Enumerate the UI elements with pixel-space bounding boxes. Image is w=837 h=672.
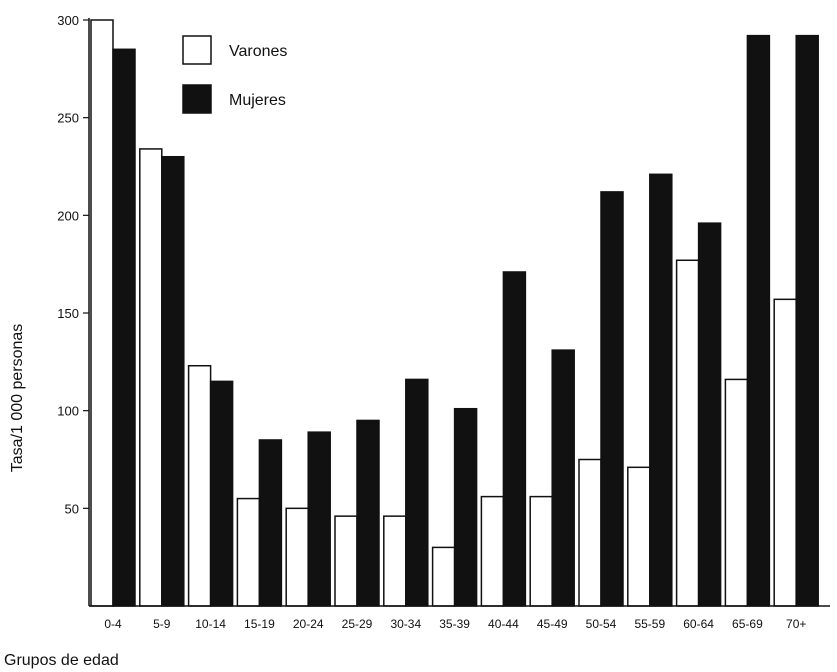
x-category-label: 40-44 [488, 617, 519, 631]
x-category-label: 10-14 [195, 617, 226, 631]
bar-mujeres-30-34 [405, 378, 429, 607]
y-tick-label: 200 [57, 208, 79, 223]
x-category-label: 5-9 [153, 617, 171, 631]
bar-varones-50-54 [578, 458, 602, 607]
bar-varones-15-19 [236, 497, 261, 607]
x-category-label: 60-64 [683, 617, 714, 631]
y-tick-label: 100 [57, 404, 79, 419]
x-category-label: 50-54 [586, 617, 617, 631]
bar-varones-60-64 [675, 259, 700, 607]
legend-label-mujeres: Mujeres [229, 92, 286, 109]
bar-mujeres-5-9 [161, 155, 185, 607]
bar-mujeres-25-29 [356, 419, 380, 607]
y-axis-title: Tasa/1 000 personas [9, 324, 26, 473]
legend-swatch-mujeres [182, 84, 212, 114]
bar-mujeres-55-59 [649, 173, 673, 607]
x-category-label: 70+ [786, 617, 806, 631]
x-category-label: 30-34 [390, 617, 421, 631]
x-category-label: 25-29 [342, 617, 373, 631]
x-category-label: 35-39 [439, 617, 470, 631]
bar-mujeres-65-69 [746, 34, 771, 607]
bar-varones-10-14 [187, 364, 212, 607]
bar-mujeres-40-44 [502, 271, 527, 607]
bar-mujeres-10-14 [209, 380, 234, 607]
y-tick-label: 300 [57, 13, 79, 28]
x-category-label: 65-69 [732, 617, 763, 631]
bar-mujeres-20-24 [307, 431, 331, 607]
bar-mujeres-60-64 [697, 222, 722, 607]
bar-mujeres-0-4 [112, 48, 136, 607]
x-axis-title: Grupos de edad [4, 652, 119, 669]
bar-varones-25-29 [334, 515, 358, 607]
bars-layer [90, 19, 819, 607]
x-category-labels: 0-4 5-9 10-14 15-19 20-24 25-29 30-34 35-39 40-4… [104, 617, 806, 631]
bar-varones-65-69 [724, 378, 749, 607]
y-tick-label: 250 [57, 111, 79, 126]
bar-varones-45-49 [529, 495, 553, 607]
bar-mujeres-70plus [795, 34, 819, 607]
y-ticks: 50 100 150 200 250 300 [57, 13, 89, 516]
bar-mujeres-45-49 [551, 349, 575, 607]
bar-varones-35-39 [431, 546, 456, 607]
y-tick-label: 150 [57, 306, 79, 321]
bar-mujeres-35-39 [453, 407, 478, 607]
x-category-label: 45-49 [537, 617, 568, 631]
bar-varones-0-4 [90, 19, 114, 607]
y-tick-label: 50 [65, 501, 79, 516]
legend-label-varones: Varones [229, 43, 287, 60]
x-category-label: 15-19 [244, 617, 275, 631]
bar-varones-40-44 [480, 495, 505, 607]
bar-varones-30-34 [383, 515, 407, 607]
bar-mujeres-50-54 [600, 191, 624, 607]
legend-swatch-varones [182, 35, 212, 65]
bar-mujeres-15-19 [258, 439, 283, 607]
bar-varones-20-24 [285, 507, 309, 607]
x-category-label: 20-24 [293, 617, 324, 631]
bar-varones-5-9 [139, 148, 163, 607]
bar-varones-70plus [773, 298, 797, 607]
x-category-label: 0-4 [104, 617, 122, 631]
legend: Varones Mujeres [182, 35, 287, 114]
bar-varones-55-59 [627, 466, 651, 607]
x-category-label: 55-59 [634, 617, 665, 631]
